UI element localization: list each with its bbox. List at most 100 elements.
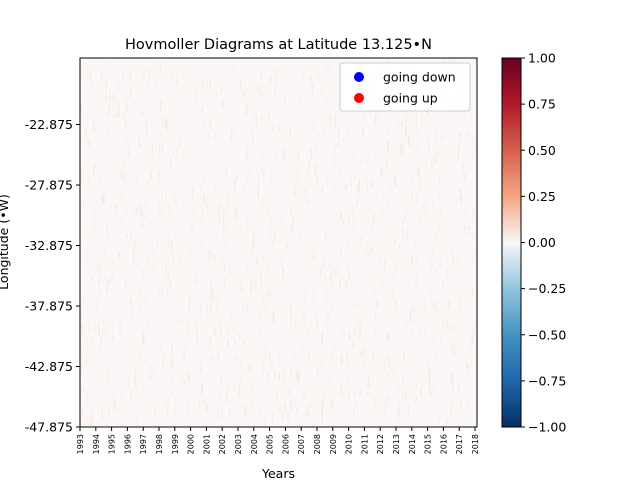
heatmap-cell (232, 176, 233, 186)
heatmap-cell (117, 231, 118, 235)
heatmap-cell (330, 85, 331, 93)
heatmap-cell (407, 371, 408, 377)
heatmap-cell (303, 394, 304, 400)
heatmap-cell (302, 345, 303, 351)
heatmap-cell (126, 281, 127, 285)
heatmap-cell (320, 267, 321, 277)
heatmap-cell (89, 341, 90, 351)
heatmap-cell (440, 335, 441, 340)
heatmap-cell (99, 345, 100, 353)
heatmap-cell (163, 355, 164, 367)
heatmap-cell (152, 415, 153, 419)
heatmap-cell (84, 179, 85, 183)
heatmap-cell (453, 58, 454, 61)
heatmap-cell (390, 246, 391, 251)
heatmap-cell (166, 263, 167, 274)
heatmap-cell (116, 205, 117, 214)
heatmap-cell (337, 266, 338, 275)
heatmap-cell (423, 250, 424, 254)
heatmap-cell (368, 251, 369, 259)
heatmap-cell (295, 349, 296, 355)
heatmap-cell (405, 126, 406, 137)
heatmap-cell (273, 313, 274, 324)
heatmap-cell (233, 64, 234, 74)
heatmap-cell (128, 90, 129, 94)
heatmap-cell (310, 303, 311, 311)
heatmap-cell (195, 93, 196, 102)
heatmap-cell (433, 387, 434, 392)
heatmap-cell (124, 89, 125, 93)
heatmap-cell (366, 382, 367, 385)
heatmap-cell (151, 304, 152, 316)
heatmap-cell (145, 119, 146, 129)
heatmap-cell (466, 298, 467, 305)
heatmap-cell (341, 192, 342, 204)
heatmap-cell (118, 398, 119, 407)
heatmap-cell (210, 303, 211, 314)
heatmap-cell (332, 269, 333, 276)
heatmap-cell (214, 291, 215, 302)
heatmap-cell (420, 213, 421, 221)
heatmap-cell (207, 80, 208, 85)
heatmap-cell (122, 192, 123, 198)
heatmap-cell (240, 160, 241, 166)
heatmap-cell (209, 336, 210, 348)
heatmap-cell (153, 369, 154, 372)
heatmap-cell (204, 85, 205, 92)
heatmap-cell (416, 194, 417, 204)
heatmap-cell (235, 357, 236, 360)
heatmap-cell (313, 122, 314, 133)
heatmap-cell (325, 101, 326, 108)
heatmap-cell (215, 133, 216, 142)
heatmap-cell (82, 118, 83, 122)
heatmap-cell (432, 245, 433, 256)
heatmap-cell (302, 241, 303, 251)
heatmap-cell (169, 206, 170, 213)
legend-label-going-up: going up (383, 91, 438, 106)
heatmap-cell (119, 252, 120, 259)
heatmap-cell (378, 408, 379, 420)
heatmap-cell (473, 234, 474, 240)
heatmap-cell (375, 330, 376, 336)
heatmap-cell (142, 325, 143, 331)
heatmap-cell (167, 406, 168, 415)
heatmap-cell (427, 365, 428, 372)
heatmap-cell (135, 150, 136, 159)
heatmap-cell (273, 69, 274, 74)
heatmap-cell (297, 205, 298, 215)
heatmap-cell (121, 319, 122, 329)
heatmap-cell (317, 221, 318, 228)
heatmap-cell (247, 217, 248, 226)
heatmap-cell (414, 303, 415, 311)
heatmap-cell (94, 262, 95, 270)
heatmap-cell (99, 372, 100, 381)
heatmap-cell (370, 244, 371, 253)
heatmap-cell (207, 198, 208, 210)
heatmap-cell (280, 361, 281, 369)
x-axis: 1993 1994 1995 1996 1997 1998 1999 2000 2001 2002… (76, 427, 480, 454)
x-tick-label: 1999 (171, 434, 180, 454)
heatmap-cell (450, 325, 451, 330)
heatmap-cell (287, 245, 288, 251)
heatmap-cell (151, 137, 152, 141)
heatmap-cell (180, 252, 181, 262)
heatmap-cell (281, 261, 282, 267)
heatmap-cell (289, 128, 290, 138)
heatmap-cell (82, 339, 83, 351)
heatmap-cell (269, 114, 270, 121)
heatmap-cell (358, 303, 359, 308)
heatmap-cell (429, 369, 430, 381)
heatmap-cell (158, 131, 159, 143)
heatmap-cell (246, 174, 247, 185)
heatmap-cell (121, 169, 122, 180)
heatmap-cell (126, 179, 127, 183)
heatmap-cell (318, 100, 319, 111)
heatmap-cell (386, 158, 387, 168)
heatmap-cell (389, 366, 390, 371)
heatmap-cell (345, 285, 346, 290)
heatmap-cell (424, 204, 425, 207)
heatmap-cell (251, 364, 252, 372)
heatmap-cell (195, 275, 196, 284)
heatmap-cell (260, 327, 261, 336)
